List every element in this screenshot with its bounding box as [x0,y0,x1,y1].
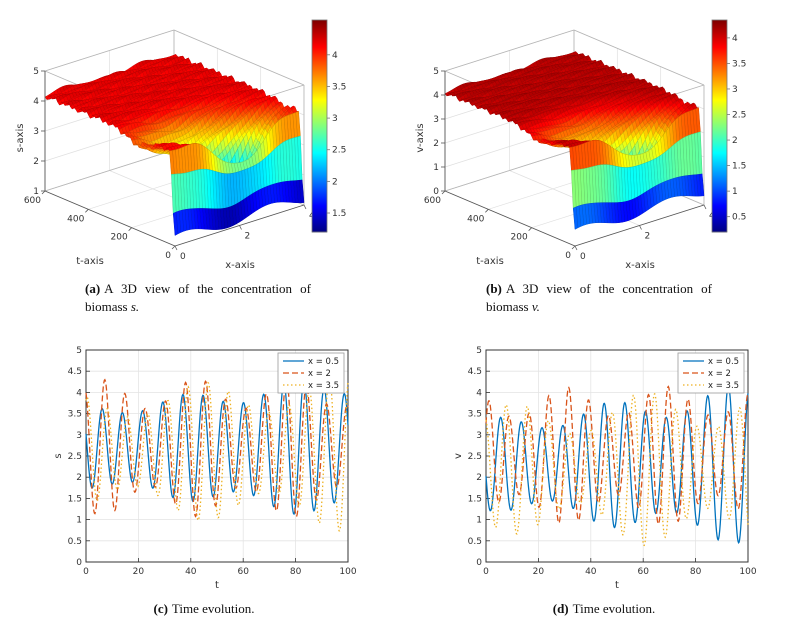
line-plot-time-evolution-s [52,340,356,598]
line-plot-time-evolution-v [452,340,756,598]
surface-plot-biomass-s [12,6,362,276]
caption-a-math: s. [130,299,140,315]
caption-b-math: v. [531,299,540,315]
caption-d-label: (d) [552,601,569,616]
caption-d-text: Time evolution. [572,601,656,616]
caption-c-label: (c) [153,601,168,616]
surface-plot-biomass-v [412,6,762,276]
caption-b-label: (b) [486,281,502,296]
caption-a-label: (a) [85,281,101,296]
caption-a-text: A 3D view of the concentration of biomas… [85,281,311,315]
caption-b-text: A 3D view of the concentration of biomas… [486,281,712,315]
caption-d: (d) Time evolution. [452,600,756,618]
caption-b: (b) A 3D view of the concentration of bio… [486,280,712,316]
caption-c: (c) Time evolution. [52,600,356,618]
caption-c-text: Time evolution. [171,601,255,616]
caption-a: (a) A 3D view of the concentration of bio… [85,280,311,316]
